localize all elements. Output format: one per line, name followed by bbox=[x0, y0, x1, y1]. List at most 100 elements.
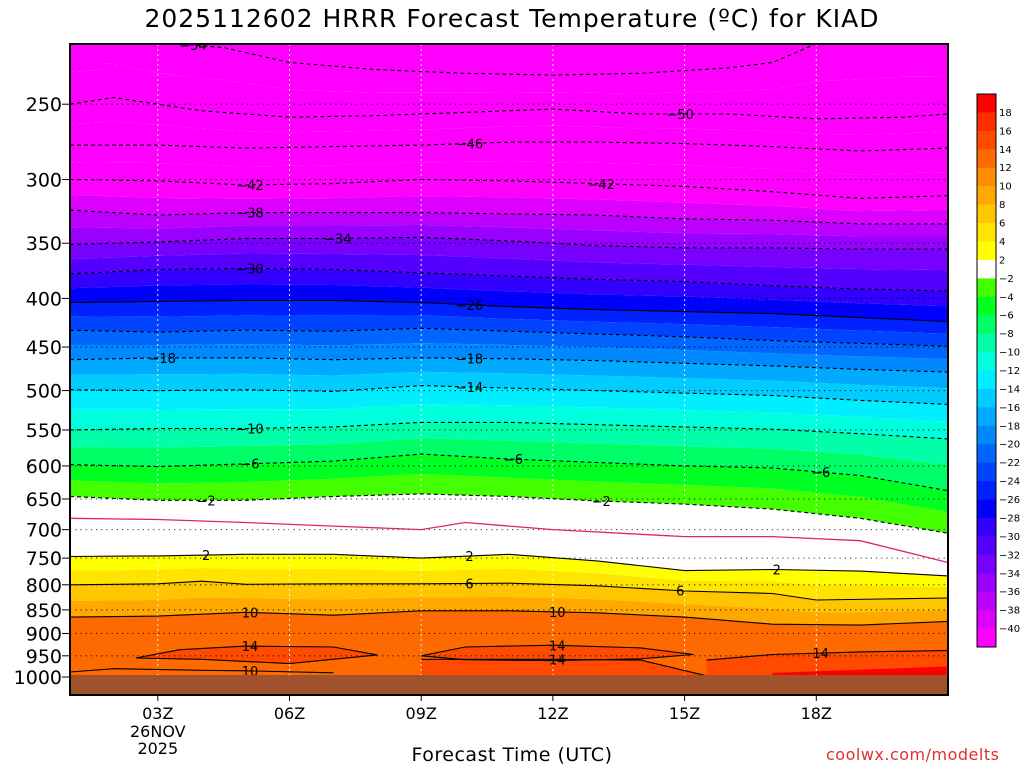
legend-swatch-27 bbox=[977, 591, 996, 611]
legend-label-21: −26 bbox=[999, 495, 1020, 506]
isotherm-minus2-13-label-0: −2 bbox=[197, 494, 216, 509]
isotherm-minus38-4 bbox=[70, 209, 948, 225]
x-tick-label-06Z: 06Z bbox=[274, 704, 305, 723]
legend-label-26: −36 bbox=[999, 587, 1020, 598]
legend-frame bbox=[976, 93, 997, 648]
y-tick-label-1000: 1000 bbox=[14, 667, 62, 689]
legend-label-7: 4 bbox=[999, 237, 1005, 248]
y-tick-label-850: 850 bbox=[26, 600, 62, 622]
credit-link[interactable]: coolwx.com/modelts bbox=[826, 745, 1000, 764]
legend-label-22: −28 bbox=[999, 513, 1020, 524]
isotherm-minus50-1-label-0: −50 bbox=[666, 108, 693, 123]
x-axis-title: Forecast Time (UTC) bbox=[411, 744, 613, 766]
freezing-line bbox=[70, 517, 948, 564]
isotherm-14-20 bbox=[421, 658, 707, 677]
y-tick-label-250: 250 bbox=[26, 94, 62, 116]
isotherm-minus54-0-label-0: −54 bbox=[179, 39, 206, 54]
legend-swatch-1 bbox=[977, 112, 996, 132]
isotherm-14-17 bbox=[135, 645, 378, 665]
isotherm-14-19 bbox=[706, 650, 948, 661]
legend-label-15: −14 bbox=[999, 384, 1020, 395]
y-tick-label-600: 600 bbox=[26, 456, 62, 478]
legend-label-9: −2 bbox=[999, 274, 1014, 285]
isotherm-minus42-3-label-1: −42 bbox=[587, 178, 614, 193]
isotherm-2-14-label-2: 2 bbox=[773, 564, 781, 579]
isotherm-10-16 bbox=[70, 610, 948, 626]
isotherm-minus26-7-label-0: −26 bbox=[456, 299, 483, 314]
isotherm-minus46-2-label-0: −46 bbox=[456, 137, 483, 152]
y-tick-label-700: 700 bbox=[26, 520, 62, 542]
isotherm-minus38-4-label-0: −38 bbox=[236, 207, 263, 222]
x-tick-label-09Z: 09Z bbox=[406, 704, 437, 723]
legend-swatch-7 bbox=[977, 223, 996, 242]
isotherm-2-14 bbox=[70, 553, 948, 577]
legend-swatch-26 bbox=[977, 573, 996, 593]
isotherm-minus34-5-label-0: −34 bbox=[324, 232, 351, 247]
y-tick-label-400: 400 bbox=[26, 288, 62, 310]
legend-label-16: −16 bbox=[999, 403, 1020, 414]
isotherm-minus6-12-label-0: −6 bbox=[240, 458, 259, 473]
y-tick-label-550: 550 bbox=[26, 420, 62, 442]
y-axis: 2503003504004505005506006507007508008509… bbox=[14, 94, 70, 689]
legend-swatch-15 bbox=[977, 370, 996, 390]
temperature-fill bbox=[70, 44, 948, 695]
legend-label-2: 14 bbox=[999, 145, 1012, 156]
isotherm-minus46-2 bbox=[70, 141, 948, 152]
legend-label-25: −34 bbox=[999, 569, 1020, 580]
legend-label-23: −30 bbox=[999, 532, 1020, 543]
isotherm-minus2-13-label-1: −2 bbox=[592, 495, 611, 510]
legend-swatch-19 bbox=[977, 444, 996, 464]
legend-label-27: −38 bbox=[999, 606, 1020, 617]
temperature-contours: −54−50−46−42 −42−38−34−30−26−18 −18−14−10−… bbox=[70, 39, 948, 680]
legend-label-6: 6 bbox=[999, 219, 1005, 230]
legend-swatch-6 bbox=[977, 204, 996, 224]
legend-swatch-24 bbox=[977, 536, 996, 556]
y-tick-label-950: 950 bbox=[26, 646, 62, 668]
legend-label-3: 12 bbox=[999, 163, 1012, 174]
legend-label-18: −20 bbox=[999, 440, 1020, 451]
legend-swatch-14 bbox=[977, 352, 996, 371]
legend-label-17: −18 bbox=[999, 421, 1020, 432]
legend-label-24: −32 bbox=[999, 550, 1020, 561]
isotherm-10-21 bbox=[70, 668, 334, 674]
isotherm-minus10-11-label-0: −10 bbox=[236, 422, 263, 437]
legend-swatch-0 bbox=[977, 94, 996, 113]
legend-label-28: −40 bbox=[999, 624, 1020, 635]
legend-swatch-28 bbox=[977, 610, 996, 629]
y-tick-label-350: 350 bbox=[26, 233, 62, 255]
isotherm-10-16-label-1: 10 bbox=[549, 606, 566, 621]
legend-label-14: −12 bbox=[999, 366, 1020, 377]
x-tick-label-03Z: 03Z bbox=[142, 704, 173, 723]
isotherm-10-16-label-0: 10 bbox=[242, 606, 259, 621]
isotherm-minus54-0 bbox=[175, 44, 821, 76]
isotherm-minus18-9-label-1: −18 bbox=[456, 352, 483, 367]
isotherm-14-19-label-0: 14 bbox=[812, 647, 829, 662]
isotherm-minus18-9-label-0: −18 bbox=[148, 352, 175, 367]
isotherm-minus18-9 bbox=[70, 357, 948, 373]
legend-swatch-9 bbox=[977, 259, 996, 279]
legend-swatch-23 bbox=[977, 517, 996, 537]
isotherm-minus10-11 bbox=[70, 421, 948, 440]
legend-swatch-18 bbox=[977, 425, 996, 445]
x-tick-label-12Z: 12Z bbox=[537, 704, 568, 723]
legend-swatch-21 bbox=[977, 481, 996, 500]
isotherm-minus22-8 bbox=[70, 327, 948, 347]
legend-swatch-25 bbox=[977, 554, 996, 574]
legend-label-5: 8 bbox=[999, 200, 1005, 211]
legend-swatch-4 bbox=[977, 167, 996, 187]
ground-strip bbox=[70, 675, 948, 695]
legend-label-10: −4 bbox=[999, 292, 1014, 303]
y-tick-label-900: 900 bbox=[26, 623, 62, 645]
legend-swatch-20 bbox=[977, 462, 996, 482]
legend-label-19: −22 bbox=[999, 458, 1020, 469]
y-tick-label-500: 500 bbox=[26, 381, 62, 403]
isotherm-minus6-12-label-2: −6 bbox=[811, 466, 830, 481]
isotherm-6-15 bbox=[70, 580, 948, 601]
isotherm-minus14-10-label-0: −14 bbox=[456, 381, 483, 396]
isotherm-6-15-label-1: 6 bbox=[676, 585, 684, 600]
legend-swatch-17 bbox=[977, 407, 996, 427]
isotherm-14-20-label-0: 14 bbox=[549, 653, 566, 668]
legend-swatch-13 bbox=[977, 333, 996, 353]
legend-swatch-12 bbox=[977, 315, 996, 335]
